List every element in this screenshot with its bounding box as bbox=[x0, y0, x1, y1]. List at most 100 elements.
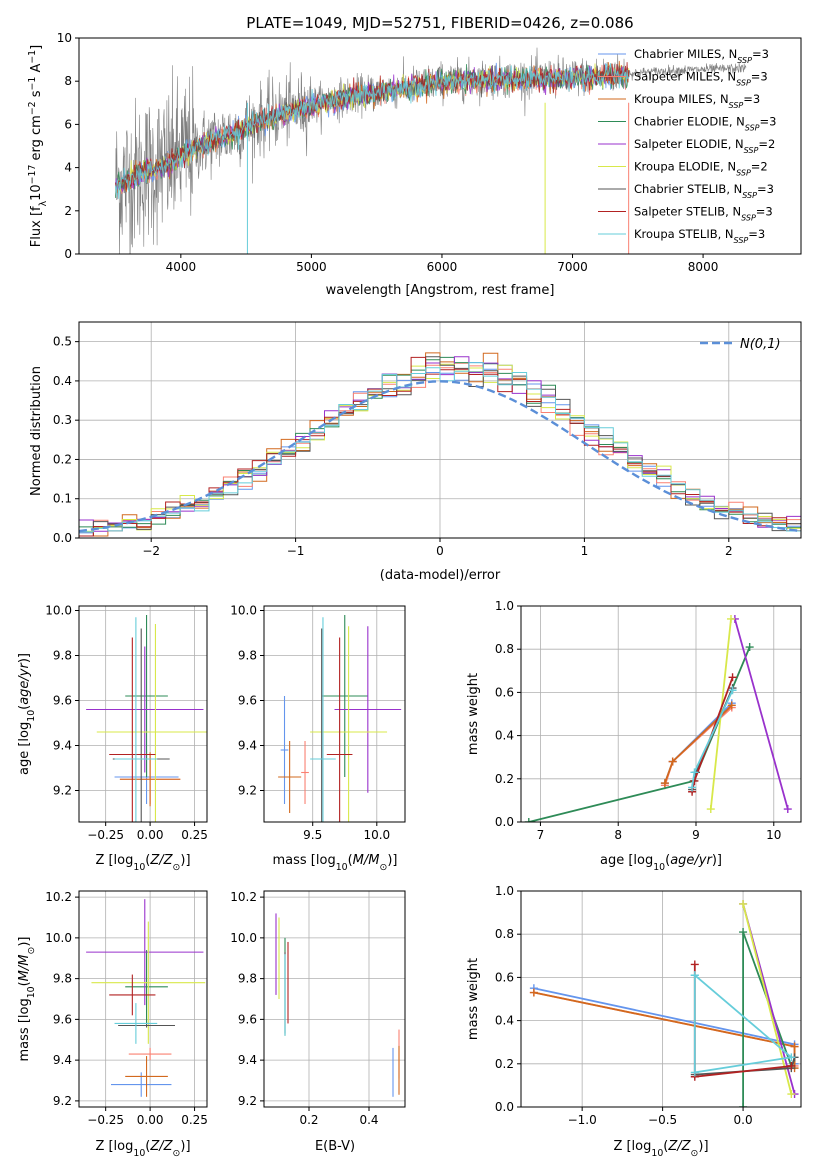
y-tick-label: 0.5 bbox=[53, 335, 72, 349]
mass-weight-line bbox=[664, 706, 733, 786]
mass-weight-marker bbox=[690, 1068, 699, 1077]
y-axis-label: Normed distribution bbox=[29, 366, 44, 496]
spectrum-axes: 4000 5000 6000 7000 8000 0 2 4 6 8 10 Chabrier MILE… bbox=[27, 31, 802, 298]
mass-weight-marker bbox=[690, 768, 699, 777]
legend-entry: Chabrier ELODIE, NSSP=3 bbox=[634, 115, 776, 133]
residual-histogram-line bbox=[79, 362, 801, 538]
legend-entry: Salpeter STELIB, NSSP=3 bbox=[634, 205, 773, 223]
x-tick-label: 1 bbox=[581, 544, 589, 558]
y-axis-label: mass weight bbox=[466, 958, 481, 1040]
x-tick-label: 6000 bbox=[427, 260, 458, 274]
y-tick-label: 0.8 bbox=[495, 927, 514, 941]
y-tick-label: 9.4 bbox=[238, 739, 257, 753]
x-axis-label: Z [log10(Z/Z⊙)] bbox=[95, 853, 190, 873]
axes-frame bbox=[520, 605, 802, 823]
mass-weight-line bbox=[734, 618, 789, 810]
mass-weight-marker bbox=[727, 701, 736, 710]
mass-weight-marker bbox=[790, 1042, 799, 1051]
y-tick-label: 0.0 bbox=[495, 1100, 514, 1114]
y-tick-label: 0.3 bbox=[53, 413, 72, 427]
y-axis-label: mass weight bbox=[466, 673, 481, 755]
mass-weight-line bbox=[693, 974, 794, 1074]
x-tick-label: −0.25 bbox=[87, 828, 124, 842]
y-tick-label: 9.2 bbox=[53, 1094, 72, 1108]
residuals-axes: −2 −1 0 1 2 0.0 0.1 0.2 0.3 0.4 0.5 N(0,1) (data-mod… bbox=[29, 321, 802, 583]
age_vs_mass-plot-area bbox=[278, 615, 402, 822]
mass-weight-marker bbox=[706, 805, 715, 814]
y-tick-label: 8 bbox=[64, 74, 72, 88]
legend-entry: Chabrier MILES, NSSP=3 bbox=[634, 47, 769, 65]
y-tick-label: 10.0 bbox=[230, 604, 257, 618]
x-axis-label: age [log10(age/yr)] bbox=[600, 853, 722, 873]
x-tick-label: −0.5 bbox=[648, 1113, 677, 1127]
x-tick-label: −1.0 bbox=[568, 1113, 597, 1127]
mass-weight-marker bbox=[660, 779, 669, 788]
legend-entry: Salpeter MILES, NSSP=3 bbox=[634, 70, 768, 88]
x-tick-label: 0.25 bbox=[181, 828, 208, 842]
y-axis-label: age [log10(age/yr)] bbox=[17, 653, 37, 775]
y-tick-label: 9.2 bbox=[238, 1094, 257, 1108]
x-tick-label: 10.0 bbox=[363, 828, 390, 842]
mw_vs_age-axes: 7 8 9 10 0.0 0.2 0.4 0.6 0.8 1.0 age [log10(age/yr… bbox=[466, 599, 802, 873]
y-tick-label: 0.4 bbox=[495, 1014, 514, 1028]
x-axis-label: Z [log10(Z/Z⊙)] bbox=[613, 1139, 708, 1159]
x-tick-label: 0.25 bbox=[181, 1113, 208, 1127]
y-tick-label: 1.0 bbox=[495, 884, 514, 898]
y-tick-label: 0.1 bbox=[53, 492, 72, 506]
y-tick-label: 9.8 bbox=[53, 972, 72, 986]
mw_vs_Z-plot-area bbox=[529, 899, 799, 1107]
x-tick-label: −0.25 bbox=[87, 1113, 124, 1127]
x-axis-label: wavelength [Angstrom, rest frame] bbox=[326, 283, 555, 298]
mass_vs_Z-axes: −0.25 0.00 0.25 9.2 9.4 9.6 9.8 10.0 10.2 Z [log1… bbox=[17, 890, 208, 1158]
y-tick-label: 9.6 bbox=[238, 1012, 257, 1026]
y-tick-label: 0.4 bbox=[495, 729, 514, 743]
gaussian-reference-line bbox=[79, 380, 801, 533]
x-tick-label: 0.2 bbox=[299, 1113, 318, 1127]
y-tick-label: 10.0 bbox=[45, 931, 72, 945]
x-tick-label: 2 bbox=[725, 544, 733, 558]
mass-weight-marker bbox=[739, 928, 748, 937]
mass-weight-line bbox=[533, 991, 796, 1066]
axes-frame bbox=[263, 605, 406, 823]
y-tick-label: 4 bbox=[64, 161, 72, 175]
mass-weight-line bbox=[742, 903, 793, 1095]
axes-frame bbox=[78, 37, 802, 255]
x-axis-label: mass [log10(M/M⊙)] bbox=[273, 853, 398, 873]
y-tick-label: 9.4 bbox=[53, 1053, 72, 1067]
x-tick-label: 7 bbox=[537, 828, 545, 842]
y-tick-label: 10 bbox=[57, 31, 72, 45]
x-tick-label: 8 bbox=[614, 828, 622, 842]
x-tick-label: −2 bbox=[142, 544, 160, 558]
age_vs_mass-axes: 9.5 10.0 9.2 9.4 9.6 9.8 10.0 mass [log10(M/M⊙)… bbox=[230, 604, 406, 873]
y-tick-label: 9.8 bbox=[238, 972, 257, 986]
x-tick-label: 9.5 bbox=[303, 828, 322, 842]
mass-weight-marker bbox=[745, 643, 754, 652]
y-tick-label: 9.6 bbox=[238, 694, 257, 708]
y-tick-label: 0 bbox=[64, 247, 72, 261]
x-tick-label: 5000 bbox=[296, 260, 327, 274]
legend-entry: N(0,1) bbox=[740, 337, 781, 352]
mass-weight-marker bbox=[524, 818, 533, 822]
y-tick-label: 9.4 bbox=[53, 739, 72, 753]
x-tick-label: −1 bbox=[287, 544, 305, 558]
x-axis-label: Z [log10(Z/Z⊙)] bbox=[95, 1139, 190, 1159]
y-tick-label: 9.2 bbox=[238, 784, 257, 798]
mass-weight-marker bbox=[690, 776, 699, 785]
mass-weight-marker bbox=[739, 1103, 748, 1107]
mass-weight-marker bbox=[688, 783, 697, 792]
mass-weight-marker bbox=[727, 614, 735, 623]
legend-entry: Chabrier STELIB, NSSP=3 bbox=[634, 182, 774, 200]
y-tick-label: 0.4 bbox=[53, 374, 72, 388]
x-tick-label: 4000 bbox=[166, 260, 197, 274]
axes-frame bbox=[520, 890, 802, 1108]
y-tick-label: 9.8 bbox=[238, 649, 257, 663]
x-tick-label: 0 bbox=[436, 544, 444, 558]
x-tick-label: 10 bbox=[766, 828, 781, 842]
mw_vs_age-plot-area bbox=[524, 614, 792, 822]
age_vs_Z-axes: −0.25 0.00 0.25 9.2 9.4 9.6 9.8 10.0 Z [log10(Z/… bbox=[17, 604, 208, 873]
legend-entry: Kroupa ELODIE, NSSP=2 bbox=[634, 160, 768, 178]
y-tick-label: 0.8 bbox=[495, 642, 514, 656]
mass-weight-line bbox=[742, 931, 793, 1107]
age_vs_Z-plot-area bbox=[86, 615, 207, 822]
